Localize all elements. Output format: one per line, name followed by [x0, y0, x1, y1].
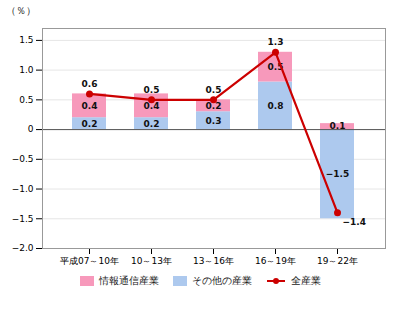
svg-text:1.3: 1.3	[268, 37, 284, 47]
svg-text:0.6: 0.6	[82, 79, 98, 89]
svg-text:16～19年: 16～19年	[255, 256, 296, 266]
svg-text:0.2: 0.2	[144, 119, 160, 129]
svg-text:0.8: 0.8	[268, 101, 284, 111]
svg-text:0.2: 0.2	[205, 100, 222, 111]
svg-text:10～13年: 10～13年	[131, 256, 172, 266]
svg-text:0: 0	[28, 124, 34, 134]
svg-text:−0.5: −0.5	[12, 154, 34, 164]
svg-text:−1.5: −1.5	[12, 214, 34, 224]
html-text:全産業: 全産業	[291, 275, 321, 286]
svg-text:1.5: 1.5	[19, 35, 33, 45]
html-text:その他の産業: その他の産業	[192, 275, 252, 286]
svg-text:0.5: 0.5	[267, 62, 284, 72]
svg-text:0.4: 0.4	[143, 100, 160, 111]
svg-text:平成07～10年: 平成07～10年	[60, 256, 119, 266]
svg-text:13～16年: 13～16年	[193, 256, 234, 266]
svg-text:1.0: 1.0	[19, 65, 34, 75]
svg-text:0.3: 0.3	[206, 116, 222, 126]
svg-text:−1.5: −1.5	[326, 169, 349, 179]
svg-text:−2.0: −2.0	[12, 243, 34, 253]
svg-text:0.5: 0.5	[144, 85, 160, 95]
svg-text:19～22年: 19～22年	[317, 256, 358, 266]
svg-text:0.1: 0.1	[330, 121, 346, 131]
svg-text:0.5: 0.5	[19, 95, 33, 105]
svg-text:0.2: 0.2	[82, 119, 98, 129]
svg-text:0.4: 0.4	[82, 101, 98, 111]
html-text:情報通信産業: 情報通信産業	[99, 275, 159, 286]
svg-text:0.5: 0.5	[206, 85, 222, 95]
svg-text:−1.4: −1.4	[343, 217, 366, 227]
svg-text:−1.0: −1.0	[12, 184, 34, 194]
